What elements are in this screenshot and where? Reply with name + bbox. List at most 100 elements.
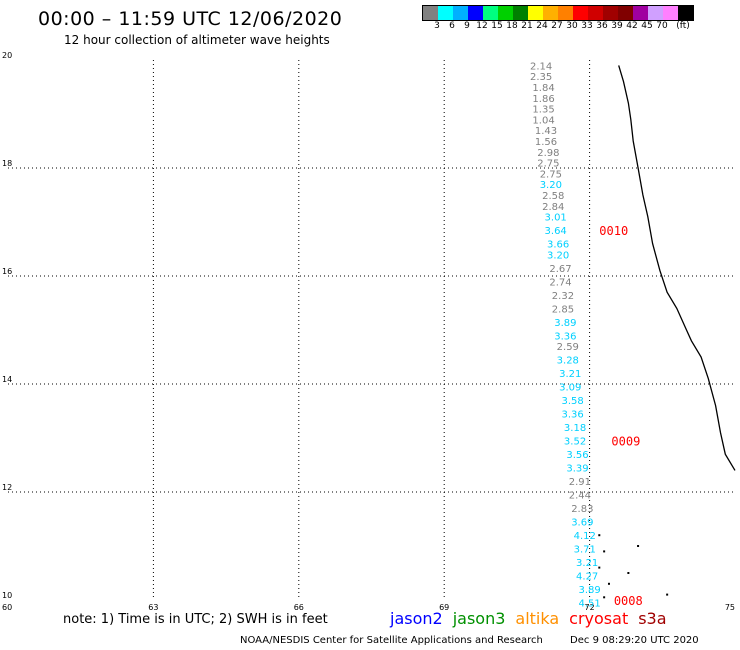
colorbar-swatch [663, 6, 678, 20]
satellite-altika: altika [515, 609, 560, 628]
wave-height-label: 3.52 [564, 437, 586, 448]
island [603, 550, 606, 553]
colorbar-label: 45 [641, 21, 653, 31]
colorbar-label: 9 [464, 21, 470, 31]
wave-height-label: 2.84 [542, 202, 564, 213]
colorbar-swatch [543, 6, 558, 20]
wave-height-label: 3.28 [557, 356, 579, 367]
wave-height-label: 2.98 [537, 148, 559, 159]
wave-height-label: 3.36 [554, 331, 576, 342]
coastline-path [618, 65, 736, 471]
wave-height-label: 3.89 [578, 585, 600, 596]
island [603, 596, 606, 599]
wave-height-label: 3.58 [562, 396, 584, 407]
pass-time-label: 0010 [599, 224, 628, 238]
colorbar-swatch [483, 6, 498, 20]
island [607, 582, 610, 585]
wave-height-label: 1.86 [532, 94, 554, 105]
lon-label: 63 [148, 603, 158, 612]
wave-height-label: 2.83 [571, 504, 593, 515]
colorbar-label: 3 [434, 21, 440, 31]
wave-height-label: 2.67 [549, 264, 571, 275]
wave-height-label: 3.71 [574, 545, 596, 556]
colorbar-swatch [468, 6, 483, 20]
colorbar-label: 27 [551, 21, 563, 31]
map-subtitle: 12 hour collection of altimeter wave hei… [64, 33, 330, 47]
satellite-cryosat: cryosat [569, 609, 629, 628]
footer: NOAA/NESDIS Center for Satellite Applica… [240, 635, 723, 646]
track-labels: 2.142.351.841.861.351.041.431.562.982.75… [530, 61, 601, 609]
colorbar-label: (ft) [676, 21, 690, 31]
pass-labels: 0010 0009 0008 [599, 224, 642, 608]
colorbar-swatch [438, 6, 453, 20]
wave-height-label: 3.89 [554, 318, 576, 329]
wave-height-label: 2.14 [530, 61, 552, 72]
island [666, 593, 669, 596]
colorbar-swatch [558, 6, 573, 20]
colorbar-swatch [513, 6, 528, 20]
lon-label: 66 [294, 603, 304, 612]
colorbar-label: 18 [506, 21, 518, 31]
pass-time-label: 0008 [614, 594, 643, 608]
wave-height-label: 3.21 [559, 369, 581, 380]
island [627, 572, 630, 574]
wave-height-label: 2.85 [552, 304, 574, 315]
wave-height-label: 3.69 [571, 518, 593, 529]
wave-height-label: 2.59 [557, 342, 579, 353]
pass-time-label: 0009 [611, 435, 640, 449]
wave-height-label: 3.20 [540, 180, 562, 191]
colorbar-label: 42 [626, 21, 638, 31]
wave-height-label: 2.58 [542, 191, 564, 202]
wave-height-label: 2.32 [552, 291, 574, 302]
lon-label: 75 [725, 603, 735, 612]
colorbar-label: 15 [491, 21, 503, 31]
lon-label: 69 [439, 603, 449, 612]
colorbar-label: 70 [656, 21, 668, 31]
satellite-legend: jason2 jason3 altika cryosat s3a [390, 609, 677, 628]
colorbar-label: 33 [581, 21, 593, 31]
wave-height-label: 3.64 [545, 226, 567, 237]
colorbar-swatch [528, 6, 543, 20]
wave-height-label: 3.36 [562, 410, 584, 421]
lon-label: 72 [585, 603, 595, 612]
island [598, 534, 601, 537]
coastline [598, 65, 736, 599]
satellite-s3a: s3a [638, 609, 667, 628]
lon-label: 60 [2, 603, 12, 612]
wave-height-label: 2.75 [540, 169, 562, 180]
wave-height-label: 3.20 [547, 250, 569, 261]
island [598, 566, 601, 569]
wave-height-label: 4.12 [574, 531, 596, 542]
wave-height-label: 1.43 [535, 126, 557, 137]
wave-height-label: 3.01 [545, 213, 567, 224]
map-grid [8, 60, 735, 600]
colorbar-swatch [423, 6, 438, 20]
colorbar-label: 39 [611, 21, 623, 31]
satellite-jason2: jason2 [390, 609, 443, 628]
lat-label: 10 [2, 591, 12, 600]
wave-height-label: 1.56 [535, 137, 557, 148]
colorbar-label: 24 [536, 21, 548, 31]
wave-height-label: 3.66 [547, 240, 569, 251]
colorbar-label: 30 [566, 21, 578, 31]
wave-height-label: 3.21 [576, 558, 598, 569]
island [637, 545, 640, 547]
colorbar-swatch [618, 6, 633, 20]
colorbar-swatch [633, 6, 648, 20]
colorbar-label: 6 [449, 21, 455, 31]
wave-height-colorbar [422, 5, 694, 21]
colorbar-swatch [453, 6, 468, 20]
wave-height-label: 2.44 [569, 491, 591, 502]
footer-timestamp: Dec 9 08:29:20 UTC 2020 [570, 635, 699, 646]
footer-center: NOAA/NESDIS Center for Satellite Applica… [240, 635, 543, 646]
lat-label: 16 [2, 267, 12, 276]
lat-label: 12 [2, 483, 12, 492]
colorbar-swatch [498, 6, 513, 20]
colorbar-swatch [573, 6, 588, 20]
colorbar-label: 36 [596, 21, 608, 31]
wave-height-label: 3.18 [564, 423, 586, 434]
colorbar-label: 12 [476, 21, 488, 31]
colorbar-swatch [603, 6, 618, 20]
wave-height-label: 1.84 [532, 83, 554, 94]
